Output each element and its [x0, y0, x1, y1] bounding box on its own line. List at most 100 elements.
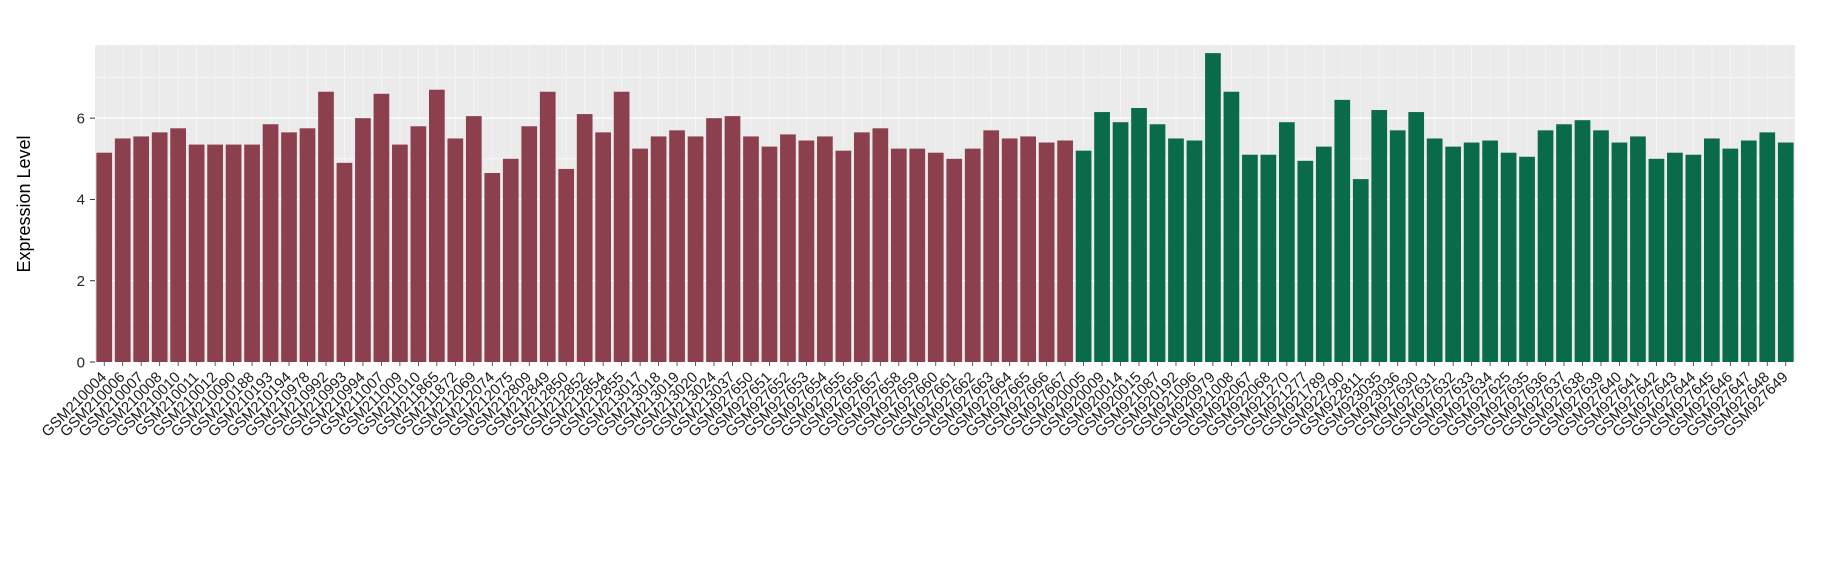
y-tick-label: 0 [77, 354, 85, 371]
bar-GSM210994 [355, 118, 371, 363]
axes: 0246GSM210004GSM210006GSM210007GSM210008… [38, 110, 1791, 440]
bar-GSM927635 [1519, 156, 1535, 362]
bar-GSM921096 [1186, 140, 1203, 362]
bar-GSM927638 [1574, 120, 1591, 362]
bar-GSM213019 [669, 130, 685, 362]
bar-GSM927643 [1667, 152, 1683, 362]
bar-GSM927651 [761, 146, 778, 362]
bar-GSM927633 [1463, 142, 1480, 362]
bar-GSM927650 [743, 136, 759, 362]
bar-GSM921270 [1278, 122, 1295, 362]
bar-GSM923035 [1371, 110, 1388, 363]
bar-GSM211010 [410, 126, 427, 363]
bar-GSM927655 [835, 150, 852, 362]
bar-GSM210007 [133, 136, 150, 362]
bar-GSM213017 [632, 148, 648, 362]
bar-GSM927662 [964, 148, 981, 362]
bar-GSM927665 [1020, 136, 1037, 362]
bar-GSM927656 [853, 132, 870, 362]
bar-GSM210012 [207, 144, 223, 362]
bar-GSM922811 [1352, 179, 1369, 362]
y-axis-title: Expression Level [14, 135, 34, 272]
bar-GSM927661 [946, 158, 963, 362]
bar-GSM927630 [1408, 112, 1425, 362]
bar-GSM920192 [1168, 138, 1184, 362]
bar-GSM920009 [1094, 112, 1110, 362]
bar-GSM927642 [1648, 158, 1665, 362]
bar-GSM210011 [188, 144, 205, 362]
bar-GSM927667 [1057, 140, 1073, 362]
bar-GSM927660 [927, 152, 944, 362]
bar-GSM927640 [1611, 142, 1628, 362]
bar-GSM921008 [1223, 91, 1240, 362]
bar-GSM927649 [1777, 142, 1794, 362]
bar-GSM213024 [706, 118, 722, 363]
bar-GSM212809 [521, 126, 538, 363]
bar-GSM210978 [299, 128, 316, 362]
bar-GSM210006 [114, 138, 131, 362]
bar-GSM212854 [595, 132, 612, 362]
bar-GSM927663 [983, 130, 1000, 362]
y-tick-label: 2 [77, 273, 85, 290]
bar-GSM920979 [1205, 53, 1221, 362]
bar-GSM210008 [151, 132, 168, 362]
bar-GSM922790 [1334, 99, 1351, 362]
bar-GSM927632 [1445, 146, 1462, 362]
bar-GSM922067 [1242, 154, 1258, 362]
bar-GSM927637 [1556, 124, 1572, 362]
bar-GSM927636 [1537, 130, 1554, 362]
bar-GSM927641 [1630, 136, 1646, 362]
y-tick-label: 4 [77, 192, 85, 209]
bar-GSM210992 [318, 91, 334, 362]
bar-GSM927644 [1685, 154, 1702, 362]
bar-GSM927659 [909, 148, 926, 362]
y-tick-label: 6 [77, 110, 85, 127]
bar-GSM923036 [1389, 130, 1406, 362]
bar-GSM210090 [225, 144, 242, 362]
bar-GSM927625 [1500, 152, 1517, 362]
bar-GSM922068 [1260, 154, 1277, 362]
bar-GSM927631 [1426, 138, 1443, 362]
bar-GSM920014 [1112, 122, 1129, 362]
bar-GSM212852 [576, 114, 593, 362]
bar-GSM927664 [1001, 138, 1018, 362]
bar-GSM927639 [1593, 130, 1609, 362]
bar-GSM213020 [687, 136, 704, 362]
bar-GSM211007 [373, 93, 390, 363]
bar-GSM212075 [502, 158, 519, 362]
bars [96, 53, 1794, 363]
bar-GSM210010 [170, 128, 187, 362]
bar-GSM927648 [1759, 132, 1776, 362]
bar-GSM927666 [1038, 142, 1055, 362]
bar-GSM212850 [558, 168, 575, 362]
bar-GSM211865 [428, 89, 445, 362]
bar-GSM210004 [96, 152, 113, 362]
bar-GSM927653 [798, 140, 815, 362]
bar-GSM927647 [1740, 140, 1757, 362]
bar-GSM927646 [1722, 148, 1739, 362]
bar-GSM211872 [447, 138, 464, 362]
bar-GSM210188 [244, 144, 260, 362]
bar-GSM927634 [1482, 140, 1498, 362]
bar-GSM920005 [1075, 150, 1092, 362]
bar-GSM927657 [872, 128, 889, 362]
bar-GSM927652 [780, 134, 796, 362]
bar-GSM210993 [336, 162, 353, 362]
bar-GSM927645 [1703, 138, 1720, 362]
bar-GSM212849 [539, 91, 556, 362]
bar-GSM212069 [465, 116, 482, 362]
bar-GSM210193 [262, 124, 279, 362]
bar-GSM210194 [281, 132, 297, 362]
bar-GSM921277 [1297, 160, 1314, 362]
bar-GSM211009 [392, 144, 408, 362]
bar-GSM212855 [613, 91, 630, 362]
bar-GSM213018 [650, 136, 667, 362]
bar-GSM927658 [890, 148, 907, 362]
bar-GSM921789 [1315, 146, 1332, 362]
bar-GSM927654 [817, 136, 833, 362]
bar-GSM920015 [1131, 107, 1147, 362]
bar-GSM921087 [1149, 124, 1166, 362]
bar-GSM212074 [484, 173, 501, 362]
